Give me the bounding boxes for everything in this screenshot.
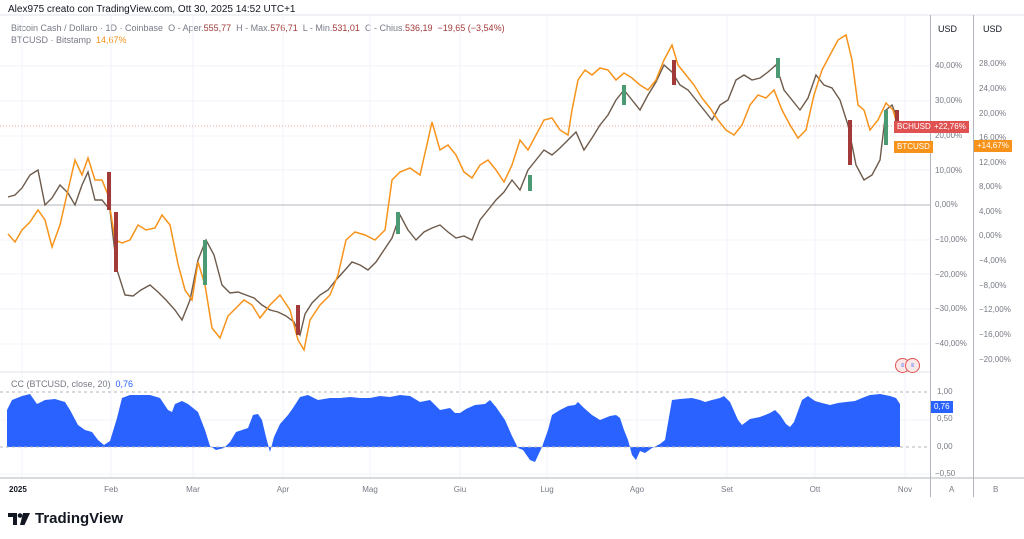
axis2-tick: 8,00%: [979, 182, 1002, 191]
close-value: 536,19: [404, 23, 433, 33]
axis2-tick: −16,00%: [979, 330, 1011, 339]
time-axis-label: Apr: [276, 485, 290, 494]
cc-axis-tick: 0,50: [937, 414, 953, 423]
time-axis-label: Feb: [104, 485, 118, 494]
close-label: C - Chius.: [364, 23, 405, 33]
indicator-value: 0,76: [115, 379, 134, 389]
compare-series-name: BTCUSD · Bitstamp: [11, 35, 92, 45]
time-axis-label: Nov: [897, 485, 913, 494]
left-axis-separator: [930, 15, 931, 497]
main-series-legend[interactable]: Bitcoin Cash / Dollaro · 1D · Coinbase O…: [11, 23, 505, 33]
logo-text: TradingView: [35, 510, 124, 527]
economic-events-icons[interactable]: ≡ ≡: [895, 358, 920, 373]
high-label: H - Max.: [236, 23, 271, 33]
axis1-tick: −10,00%: [935, 235, 967, 244]
right-axis-separator: [973, 15, 974, 497]
time-axis-label: Ago: [629, 485, 645, 494]
change-value: −19,65 (−3,54%): [437, 23, 505, 33]
axis1-tick: 30,00%: [935, 96, 963, 105]
us-flag-event-icon[interactable]: ≡: [905, 358, 920, 373]
cc-axis-tick: 0,00: [937, 442, 953, 451]
tradingview-logo-icon: [8, 512, 30, 525]
candle-bodies: [107, 58, 899, 335]
axis2-tick: −20,00%: [979, 355, 1011, 364]
time-axis-label: Mar: [186, 485, 200, 494]
axis1-currency[interactable]: USD: [938, 24, 958, 34]
cc-value-tag: 0,76: [931, 401, 953, 413]
axis2-currency[interactable]: USD: [983, 24, 1003, 34]
open-value: 555,77: [203, 23, 232, 33]
chart-header-title: Alex975 creato con TradingView.com, Ott …: [8, 4, 296, 15]
axis2-tick: −4,00%: [979, 256, 1007, 265]
axis1-tick: −30,00%: [935, 304, 967, 313]
high-value: 576,71: [270, 23, 298, 33]
time-axis-label: Set: [720, 485, 734, 494]
pane-a-button[interactable]: A: [949, 485, 955, 494]
time-axis-label: Ott: [809, 485, 821, 494]
bch-candles: [7, 63, 899, 338]
axis1-tick: −20,00%: [935, 270, 967, 279]
axis2-tick: 28,00%: [979, 59, 1007, 68]
tradingview-logo: TradingView: [8, 510, 123, 527]
cc-axis-tick: 1,00: [937, 387, 953, 396]
time-axis-label: Giu: [453, 485, 467, 494]
time-axis-label: Mag: [362, 485, 378, 494]
low-value: 531,01: [332, 23, 360, 33]
btc-price-tag: +14,67%: [974, 140, 1012, 152]
indicator-legend[interactable]: CC (BTCUSD, close, 20) 0,76: [11, 379, 133, 389]
axis2-tick: 4,00%: [979, 207, 1002, 216]
cc-axis-tick: −0,50: [935, 469, 956, 478]
pane-b-button[interactable]: B: [993, 485, 999, 494]
axis2-tick: 24,00%: [979, 84, 1007, 93]
indicator-name: CC (BTCUSD, close, 20): [11, 379, 111, 389]
low-label: L - Min.: [302, 23, 333, 33]
time-axis-label: 2025: [9, 485, 27, 494]
axis1-tick: −40,00%: [935, 339, 967, 348]
bch-price-tag: +22,76%: [931, 121, 969, 133]
axis2-tick: −8,00%: [979, 281, 1007, 290]
time-axis-label: Lug: [540, 485, 554, 494]
axis1-tick: 20,00%: [935, 131, 963, 140]
main-series-name: Bitcoin Cash / Dollaro · 1D · Coinbase: [11, 23, 164, 33]
cc-area: [7, 394, 900, 462]
btc-line: [7, 33, 899, 353]
axis2-tick: −12,00%: [979, 305, 1011, 314]
axis1-tick: 10,00%: [935, 166, 963, 175]
axis2-tick: 12,00%: [979, 158, 1007, 167]
axis1-tick: 0,00%: [935, 200, 958, 209]
axis2-tick: 20,00%: [979, 109, 1007, 118]
open-label: O - Aper.: [168, 23, 204, 33]
axis2-tick: 0,00%: [979, 231, 1002, 240]
bch-series-tag: BCHUSD: [894, 121, 934, 133]
axis1-tick: 40,00%: [935, 61, 963, 70]
axis2-tick: 16,00%: [979, 133, 1007, 142]
btc-series-tag: BTCUSD: [894, 141, 933, 153]
